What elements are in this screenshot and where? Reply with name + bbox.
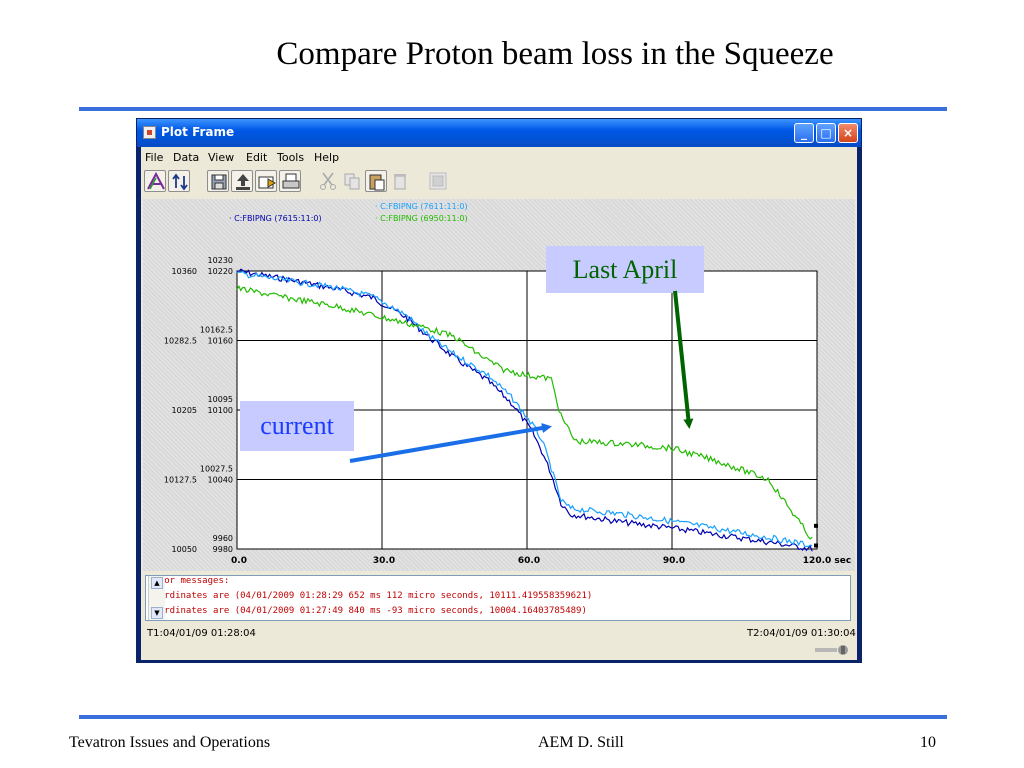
legend-entry: · C:FBIPNG (7615:11:0) [229, 214, 322, 223]
message-line-2: Coordinates are (04/01/2009 01:27:49 840… [148, 606, 587, 616]
toolbar [141, 167, 857, 197]
y-tick-label: 9980 [213, 545, 233, 554]
close-button[interactable]: × [838, 123, 858, 143]
x-tick-label: 0.0 [231, 556, 247, 566]
y-tick-label-outer: 10205 [172, 406, 197, 415]
minimize-button[interactable]: _ [794, 123, 814, 143]
last-april-label: Last April [572, 255, 678, 284]
properties-icon [429, 172, 447, 190]
y-tick-label-outer: 10360 [172, 267, 197, 276]
menu-tools[interactable]: Tools [277, 151, 305, 164]
copy-plot-icon [258, 176, 277, 189]
series-line [236, 285, 813, 540]
close-icon: × [842, 126, 854, 140]
java-cup-icon [143, 126, 156, 139]
messages-header: Error messages: [148, 576, 230, 586]
last-april-callout: Last April [546, 246, 704, 293]
swap-axes-icon [172, 173, 188, 191]
status-t2: T2:04/01/09 01:30:04 [747, 628, 856, 639]
plot-frame-window: Plot Frame _ □ × File Data View Edit Too… [136, 118, 862, 663]
messages-scrollbar[interactable]: ▲ ▼ [148, 576, 165, 620]
series-end-marker [814, 543, 818, 548]
copy-plot-button[interactable] [255, 170, 277, 192]
paste-button[interactable] [365, 170, 387, 192]
print-icon [282, 173, 300, 189]
x-tick-label: 120.0 sec [803, 556, 851, 566]
message-line-1: Coordinates are (04/01/2009 01:28:29 652… [148, 591, 593, 601]
series-end-marker [814, 523, 818, 528]
menu-file[interactable]: File [145, 151, 164, 164]
current-callout: current [240, 401, 354, 451]
scroll-down-arrow[interactable]: ▼ [151, 607, 163, 619]
x-tick-label: 90.0 [663, 556, 685, 566]
footer-page-number: 10 [920, 734, 936, 751]
series-line [236, 270, 813, 548]
plot-canvas[interactable]: 10230 10220 10360 10162.5 10160 10282.5 10095 1… [143, 199, 855, 571]
print-button[interactable] [279, 170, 301, 192]
cut-icon [320, 172, 336, 190]
y-tick-label-top: 10230 [208, 256, 233, 265]
x-tick-label: 30.0 [373, 556, 395, 566]
current-label: current [260, 411, 334, 440]
y-tick-label-outer: 10127.5 [164, 476, 197, 485]
menu-data[interactable]: Data [173, 151, 200, 164]
legend-entry: · C:FBIPNG (6950:11:0) [375, 214, 468, 223]
scroll-up-arrow[interactable]: ▲ [151, 577, 163, 589]
swap-axes-button[interactable] [168, 170, 190, 192]
delete-icon [394, 174, 406, 190]
delete-button[interactable] [389, 170, 411, 192]
autoscale-icon [147, 171, 165, 190]
y-tick-label-top: 9960 [213, 534, 233, 543]
legend-entry: · C:FBIPNG (7611:11:0) [375, 202, 468, 211]
plot-area[interactable]: 10230 10220 10360 10162.5 10160 10282.5 10095 1… [143, 199, 855, 571]
maximize-button[interactable]: □ [816, 123, 836, 143]
save-button[interactable] [207, 170, 229, 192]
copy-button[interactable] [341, 170, 363, 192]
error-messages-pane[interactable]: Error messages: Coordinates are (04/01/2… [145, 575, 851, 621]
paste-icon [369, 174, 385, 191]
y-tick-label-outer: 10282.5 [164, 337, 197, 346]
y-tick-label: 10040 [208, 476, 233, 485]
connection-status-icon [815, 645, 848, 655]
footer-center: AEM D. Still [538, 734, 624, 751]
save-icon [211, 174, 227, 190]
properties-button[interactable] [427, 170, 449, 192]
menu-edit[interactable]: Edit [246, 151, 268, 164]
maximize-icon: □ [820, 126, 832, 140]
export-icon [236, 174, 250, 190]
minimize-icon: _ [801, 126, 807, 140]
y-tick-label-top: 10095 [208, 395, 233, 404]
menu-view[interactable]: View [208, 151, 235, 164]
y-tick-label-top: 10027.5 [200, 465, 233, 474]
status-t1: T1:04/01/09 01:28:04 [147, 628, 256, 639]
export-button[interactable] [231, 170, 253, 192]
y-tick-label-outer: 10050 [172, 545, 197, 554]
footer-left: Tevatron Issues and Operations [69, 734, 271, 751]
y-tick-label: 10160 [208, 337, 233, 346]
autoscale-button[interactable] [144, 170, 166, 192]
slide-title: Compare Proton beam loss in the Squeeze [276, 36, 834, 72]
bottom-rule [79, 715, 947, 719]
x-tick-label: 60.0 [518, 556, 540, 566]
y-tick-label-top: 10162.5 [200, 326, 233, 335]
cut-button[interactable] [317, 170, 339, 192]
top-rule [79, 107, 947, 111]
y-tick-label: 10220 [208, 267, 233, 276]
window-titlebar[interactable]: Plot Frame _ □ × [137, 119, 861, 147]
copy-icon [344, 173, 360, 190]
y-tick-label: 10100 [208, 406, 233, 415]
menu-help[interactable]: Help [314, 151, 340, 164]
menu-bar: File Data View Edit Tools Help [141, 147, 857, 167]
window-title: Plot Frame [161, 125, 235, 139]
